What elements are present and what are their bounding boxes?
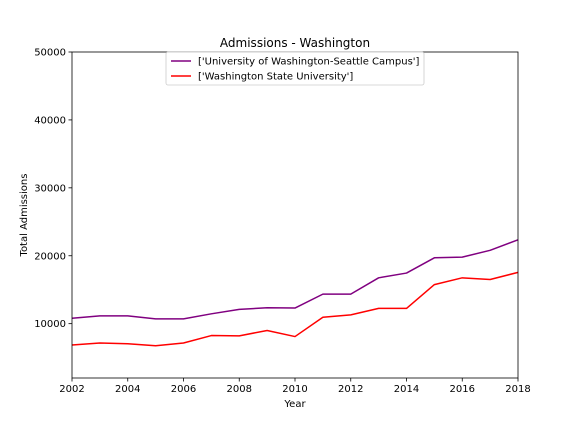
x-tick-label: 2004 xyxy=(115,384,140,395)
x-axis-ticks: 2002 2004 2006 2008 2010 2012 2014 2016 2018 xyxy=(59,378,531,395)
y-tick-label: 40000 xyxy=(34,115,66,126)
series-lines xyxy=(71,239,519,347)
legend: ['University of Washington-Seattle Campu… xyxy=(165,51,425,86)
y-tick-label: 50000 xyxy=(34,48,66,59)
x-tick-label: 2012 xyxy=(338,384,363,395)
chart-title: Admissions - Washington xyxy=(220,36,370,50)
legend-label: ['University of Washington-Seattle Campu… xyxy=(198,57,420,68)
y-axis-label: Total Admissions xyxy=(19,174,30,258)
x-tick-label: 2016 xyxy=(450,384,475,395)
plot-frame xyxy=(71,51,519,379)
x-axis-label: Year xyxy=(283,399,306,410)
y-tick-label: 20000 xyxy=(34,251,66,262)
x-tick-label: 2006 xyxy=(171,384,196,395)
y-tick-label: 10000 xyxy=(34,319,66,330)
y-tick-label: 30000 xyxy=(34,183,66,194)
series-line-2 xyxy=(71,271,519,347)
series-line-1 xyxy=(71,239,519,320)
x-tick-label: 2014 xyxy=(394,384,419,395)
x-tick-label: 2010 xyxy=(282,384,307,395)
x-tick-label: 2008 xyxy=(227,384,252,395)
x-tick-label: 2002 xyxy=(59,384,84,395)
x-tick-label: 2018 xyxy=(505,384,530,395)
legend-label: ['Washington State University'] xyxy=(198,72,353,83)
y-axis-ticks: 10000 20000 30000 40000 50000 xyxy=(34,48,72,330)
legend-box xyxy=(165,51,425,86)
